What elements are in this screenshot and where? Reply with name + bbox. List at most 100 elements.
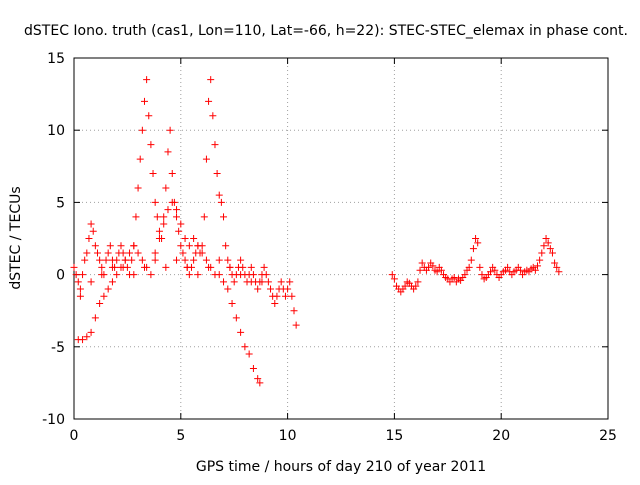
data-point (143, 76, 151, 84)
data-point (96, 299, 104, 307)
data-point (286, 278, 294, 286)
y-tick-label: 10 (47, 123, 65, 139)
data-point (542, 235, 550, 242)
data-point (284, 285, 292, 293)
data-point (140, 97, 148, 105)
data-point (205, 263, 213, 271)
data-point (228, 299, 236, 307)
data-point (138, 256, 146, 264)
data-point (162, 263, 170, 271)
data-point (149, 170, 157, 178)
data-point (74, 278, 82, 286)
data-point (256, 379, 264, 387)
data-point (202, 155, 210, 163)
data-point (226, 263, 234, 271)
y-tick-label: 0 (56, 268, 65, 284)
x-tick-label: 15 (385, 428, 403, 444)
data-point (264, 278, 272, 286)
data-point (134, 249, 142, 257)
data-point (190, 256, 198, 264)
data-point (429, 262, 437, 270)
data-point (83, 249, 91, 257)
data-point (106, 242, 114, 250)
data-point (126, 249, 134, 257)
data-point (162, 184, 170, 192)
data-point (177, 220, 185, 228)
data-point (241, 343, 249, 351)
data-point (474, 239, 482, 247)
data-point (160, 213, 168, 221)
data-point (183, 263, 191, 271)
data-point (136, 155, 144, 163)
data-point (209, 112, 217, 120)
data-point (87, 278, 95, 286)
series-4 (388, 235, 563, 296)
data-point (93, 249, 101, 257)
data-point (414, 278, 422, 286)
data-point (83, 333, 91, 341)
data-point (202, 256, 210, 264)
data-point (76, 285, 84, 293)
data-point (102, 256, 110, 264)
data-point (175, 227, 183, 235)
data-point (217, 198, 225, 206)
data-point (130, 242, 138, 250)
data-point (147, 141, 155, 149)
data-point (173, 206, 181, 214)
data-point (544, 239, 552, 247)
data-point (113, 256, 121, 264)
data-point (194, 242, 202, 250)
data-point (416, 266, 424, 274)
data-point (450, 273, 458, 281)
data-point (117, 242, 125, 250)
data-point (224, 285, 232, 293)
data-point (292, 321, 300, 329)
data-point (98, 263, 106, 271)
data-point (119, 263, 127, 271)
data-point (179, 249, 187, 257)
data-point (147, 271, 155, 279)
data-point (181, 235, 189, 242)
data-point (254, 375, 262, 383)
data-point (418, 259, 426, 267)
data-point (220, 213, 228, 221)
data-point (168, 198, 176, 206)
data-point (516, 266, 524, 274)
series-3 (76, 249, 266, 300)
data-point (190, 235, 198, 242)
data-point (91, 314, 99, 322)
data-point (211, 141, 219, 149)
data-point (177, 242, 185, 250)
data-point (113, 271, 121, 279)
data-point (237, 271, 245, 279)
data-point (155, 235, 163, 242)
data-point (108, 278, 116, 286)
data-point (277, 278, 285, 286)
data-point (70, 263, 78, 271)
data-point (553, 263, 561, 271)
data-point (85, 235, 93, 242)
data-point (121, 256, 129, 264)
data-point (198, 249, 206, 257)
data-point (478, 271, 486, 279)
x-tick-label: 10 (279, 428, 297, 444)
data-point (194, 271, 202, 279)
data-point (207, 76, 215, 84)
data-point (260, 263, 268, 271)
data-point (536, 256, 544, 264)
data-point (96, 256, 104, 264)
y-axis-label: dSTEC / TECUs (8, 186, 24, 289)
data-point (164, 206, 172, 214)
x-tick-label: 0 (70, 428, 79, 444)
data-point (173, 256, 181, 264)
data-point (79, 336, 87, 344)
data-point (467, 256, 475, 264)
data-point (551, 259, 559, 267)
data-point (476, 263, 484, 271)
data-point (437, 266, 445, 274)
data-point (87, 328, 95, 336)
data-point (531, 266, 539, 274)
x-tick-label: 25 (599, 428, 617, 444)
data-point (534, 262, 542, 270)
